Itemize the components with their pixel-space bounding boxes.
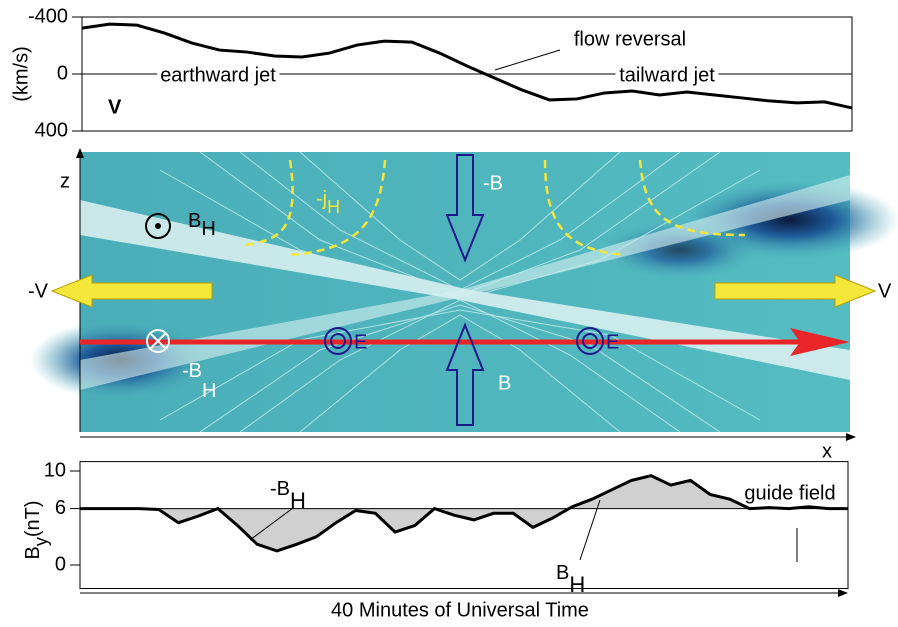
pointer bbox=[249, 507, 294, 541]
pointer bbox=[494, 49, 561, 71]
e-label: E bbox=[354, 331, 367, 353]
data-line bbox=[80, 474, 848, 553]
label-part: -B bbox=[270, 478, 290, 500]
jh-label: -jH bbox=[316, 188, 340, 216]
plot-frame bbox=[79, 461, 849, 590]
pointer bbox=[579, 499, 601, 561]
y-tick-label: -400 bbox=[28, 5, 68, 27]
bh-label: BH bbox=[188, 210, 216, 240]
annotation: tailward jet bbox=[619, 64, 715, 86]
annotation: flow reversal bbox=[574, 28, 686, 50]
x-label: x bbox=[822, 440, 832, 462]
data-line bbox=[81, 22, 853, 110]
y-tick-label: 400 bbox=[35, 119, 68, 141]
time-axis-label: 40 Minutes of Universal Time bbox=[331, 599, 589, 621]
label-part: B bbox=[22, 546, 44, 559]
y-tick-label: 6 bbox=[55, 497, 66, 519]
panel-label: V bbox=[108, 96, 122, 118]
neg-v-label: -V bbox=[28, 280, 49, 302]
v-label: V bbox=[878, 280, 892, 302]
y-tick-label: 10 bbox=[44, 459, 66, 481]
deviation-area bbox=[80, 475, 848, 551]
label-part: B bbox=[556, 562, 569, 584]
annotation: -BH bbox=[270, 478, 306, 513]
annotation: earthward jet bbox=[160, 64, 276, 86]
y-tick-label: 0 bbox=[57, 62, 68, 84]
neg-b-label: -B bbox=[483, 172, 503, 194]
neg-bh-label: -BH bbox=[182, 360, 216, 402]
e-label: E bbox=[606, 331, 619, 353]
y-tick-label: 0 bbox=[55, 553, 66, 575]
label-part: y bbox=[31, 537, 51, 546]
simulation-panel bbox=[30, 148, 898, 441]
b-label: B bbox=[498, 372, 511, 394]
y-axis-label: By(nT) bbox=[22, 500, 50, 559]
y-axis-label: (km/s) bbox=[10, 46, 32, 102]
annotation: BH bbox=[556, 562, 585, 597]
label-part: H bbox=[290, 488, 306, 513]
z-label: z bbox=[60, 170, 70, 192]
diagram-labels: z x BH -BH -jH -B B E E -V V bbox=[28, 170, 892, 462]
label-part: H bbox=[569, 572, 585, 597]
annotation: guide field bbox=[744, 482, 835, 504]
label-part: (nT) bbox=[22, 500, 44, 537]
